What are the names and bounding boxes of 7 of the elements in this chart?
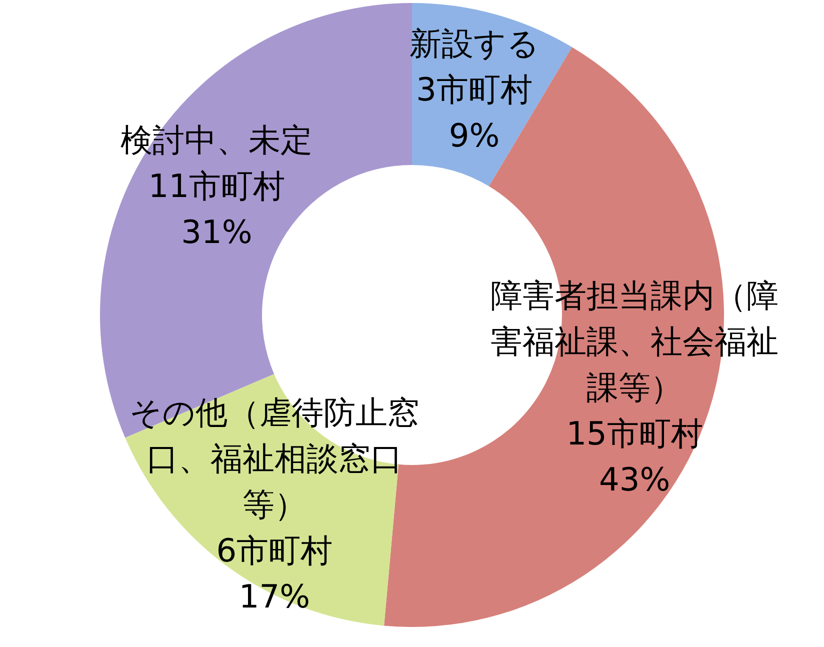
data-label: 11市町村 31% <box>148 167 286 252</box>
data-label: 15市町村 43% <box>566 414 703 498</box>
data-label: 3市町村 9% <box>416 70 532 154</box>
data-label: 6市町村 17% <box>216 531 333 616</box>
slice-label: 新設する <box>409 24 540 62</box>
slice-label: その他（虐待防止窓口、福祉相談窓口等） <box>129 393 420 524</box>
slice-label: 検討中、未定 <box>120 121 313 160</box>
